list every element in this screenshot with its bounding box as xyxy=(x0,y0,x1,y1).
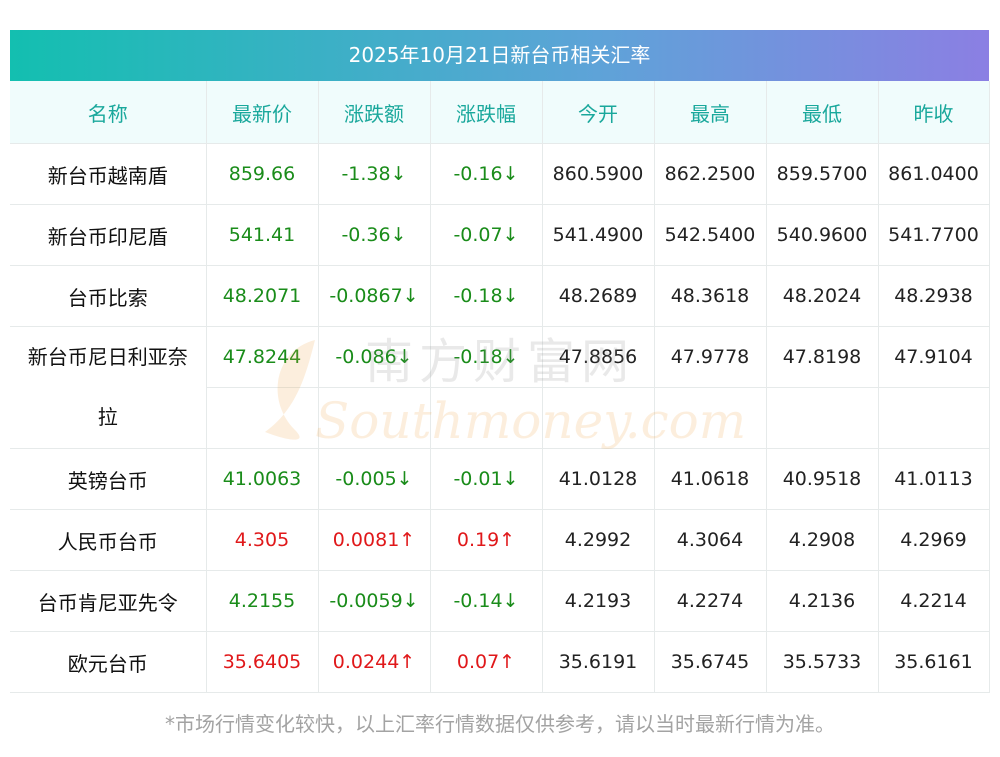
change-percent-value: -0.18↓ xyxy=(430,327,542,388)
table-row: 台币肯尼亚先令 4.2155 -0.0059↓ -0.14↓ 4.2193 4.… xyxy=(10,570,990,632)
header-prev-close: 昨收 xyxy=(878,81,990,144)
table-row: 欧元台币 35.6405 0.0244↑ 0.07↑ 35.6191 35.67… xyxy=(10,631,990,693)
prev-close: 48.2938 xyxy=(878,265,990,327)
high-price: 542.5400 xyxy=(654,204,767,266)
currency-name-line-1: 新台币尼日利亚奈 xyxy=(27,345,188,369)
high-price: 47.9778 xyxy=(654,326,767,449)
high-price: 4.3064 xyxy=(654,509,767,571)
change-percent: 0.07↑ xyxy=(430,631,543,693)
prev-close: 4.2969 xyxy=(878,509,990,571)
currency-name: 英镑台币 xyxy=(10,448,207,510)
open-price: 41.0128 xyxy=(542,448,655,510)
currency-name: 新台币印尼盾 xyxy=(10,204,207,266)
low-price: 4.2136 xyxy=(766,570,879,632)
currency-name: 新台币尼日利亚奈 拉 xyxy=(10,326,207,449)
open-price: 541.4900 xyxy=(542,204,655,266)
latest-price: 4.2155 xyxy=(206,570,319,632)
low-price: 40.9518 xyxy=(766,448,879,510)
change-amount: 0.0081↑ xyxy=(318,509,431,571)
prev-close-value: 47.9104 xyxy=(878,327,989,388)
prev-close: 4.2214 xyxy=(878,570,990,632)
header-change-pct: 涨跌幅 xyxy=(430,81,543,144)
table-row: 新台币越南盾 859.66 -1.38↓ -0.16↓ 860.5900 862… xyxy=(10,143,990,205)
low-price: 48.2024 xyxy=(766,265,879,327)
change-percent: -0.01↓ xyxy=(430,448,543,510)
open-price: 4.2193 xyxy=(542,570,655,632)
table-row: 英镑台币 41.0063 -0.005↓ -0.01↓ 41.0128 41.0… xyxy=(10,448,990,510)
currency-name: 台币肯尼亚先令 xyxy=(10,570,207,632)
header-latest: 最新价 xyxy=(206,81,319,144)
prev-close: 47.9104 xyxy=(878,326,990,449)
change-amount: -0.36↓ xyxy=(318,204,431,266)
change-percent: -0.18↓ xyxy=(430,326,543,449)
high-price: 862.2500 xyxy=(654,143,767,205)
open-price: 47.8856 xyxy=(542,326,655,449)
table-row: 新台币印尼盾 541.41 -0.36↓ -0.07↓ 541.4900 542… xyxy=(10,204,990,266)
table-row: 台币比索 48.2071 -0.0867↓ -0.18↓ 48.2689 48.… xyxy=(10,265,990,327)
low-price-value: 47.8198 xyxy=(766,327,878,388)
header-open: 今开 xyxy=(542,81,655,144)
footnote: *市场行情变化较快，以上汇率行情数据仅供参考，请以当时最新行情为准。 xyxy=(165,712,835,736)
open-price: 35.6191 xyxy=(542,631,655,693)
change-amount: -0.005↓ xyxy=(318,448,431,510)
latest-price: 47.8244 xyxy=(206,326,319,449)
rate-table-container: 2025年10月21日新台币相关汇率 名称 最新价 涨跌额 涨跌幅 今开 最高 … xyxy=(10,30,990,693)
latest-price: 541.41 xyxy=(206,204,319,266)
high-price-value: 47.9778 xyxy=(654,327,766,388)
prev-close: 35.6161 xyxy=(878,631,990,693)
change-amount: -0.0867↓ xyxy=(318,265,431,327)
latest-price: 48.2071 xyxy=(206,265,319,327)
table-row: 人民币台币 4.305 0.0081↑ 0.19↑ 4.2992 4.3064 … xyxy=(10,509,990,571)
change-amount-value: -0.086↓ xyxy=(318,327,430,388)
high-price: 48.3618 xyxy=(654,265,767,327)
change-percent: 0.19↑ xyxy=(430,509,543,571)
latest-price: 4.305 xyxy=(206,509,319,571)
change-percent: -0.14↓ xyxy=(430,570,543,632)
low-price: 35.5733 xyxy=(766,631,879,693)
change-amount: -0.086↓ xyxy=(318,326,431,449)
currency-name: 人民币台币 xyxy=(10,509,207,571)
low-price: 859.5700 xyxy=(766,143,879,205)
low-price: 4.2908 xyxy=(766,509,879,571)
latest-price: 859.66 xyxy=(206,143,319,205)
high-price: 35.6745 xyxy=(654,631,767,693)
open-price: 48.2689 xyxy=(542,265,655,327)
currency-name: 欧元台币 xyxy=(10,631,207,693)
header-low: 最低 xyxy=(766,81,879,144)
low-price: 47.8198 xyxy=(766,326,879,449)
table-title: 2025年10月21日新台币相关汇率 xyxy=(10,30,989,81)
prev-close: 861.0400 xyxy=(878,143,990,205)
header-change: 涨跌额 xyxy=(318,81,431,144)
latest-price-value: 47.8244 xyxy=(206,327,318,388)
prev-close: 541.7700 xyxy=(878,204,990,266)
low-price: 540.9600 xyxy=(766,204,879,266)
currency-name: 台币比索 xyxy=(10,265,207,327)
open-price: 860.5900 xyxy=(542,143,655,205)
header-row: 名称 最新价 涨跌额 涨跌幅 今开 最高 最低 昨收 xyxy=(10,81,990,144)
prev-close: 41.0113 xyxy=(878,448,990,510)
latest-price: 41.0063 xyxy=(206,448,319,510)
open-price-value: 47.8856 xyxy=(542,327,654,388)
change-amount: -0.0059↓ xyxy=(318,570,431,632)
header-high: 最高 xyxy=(654,81,767,144)
high-price: 41.0618 xyxy=(654,448,767,510)
latest-price: 35.6405 xyxy=(206,631,319,693)
rate-table: 名称 最新价 涨跌额 涨跌幅 今开 最高 最低 昨收 新台币越南盾 859.66… xyxy=(10,81,990,693)
change-amount: 0.0244↑ xyxy=(318,631,431,693)
change-percent: -0.18↓ xyxy=(430,265,543,327)
change-percent: -0.07↓ xyxy=(430,204,543,266)
open-price: 4.2992 xyxy=(542,509,655,571)
change-amount: -1.38↓ xyxy=(318,143,431,205)
currency-name: 新台币越南盾 xyxy=(10,143,207,205)
header-name: 名称 xyxy=(10,81,207,144)
change-percent: -0.16↓ xyxy=(430,143,543,205)
table-row: 新台币尼日利亚奈 拉 47.8244 -0.086↓ -0.18↓ 47.885… xyxy=(10,326,990,449)
currency-name-line-2: 拉 xyxy=(97,405,118,429)
high-price: 4.2274 xyxy=(654,570,767,632)
